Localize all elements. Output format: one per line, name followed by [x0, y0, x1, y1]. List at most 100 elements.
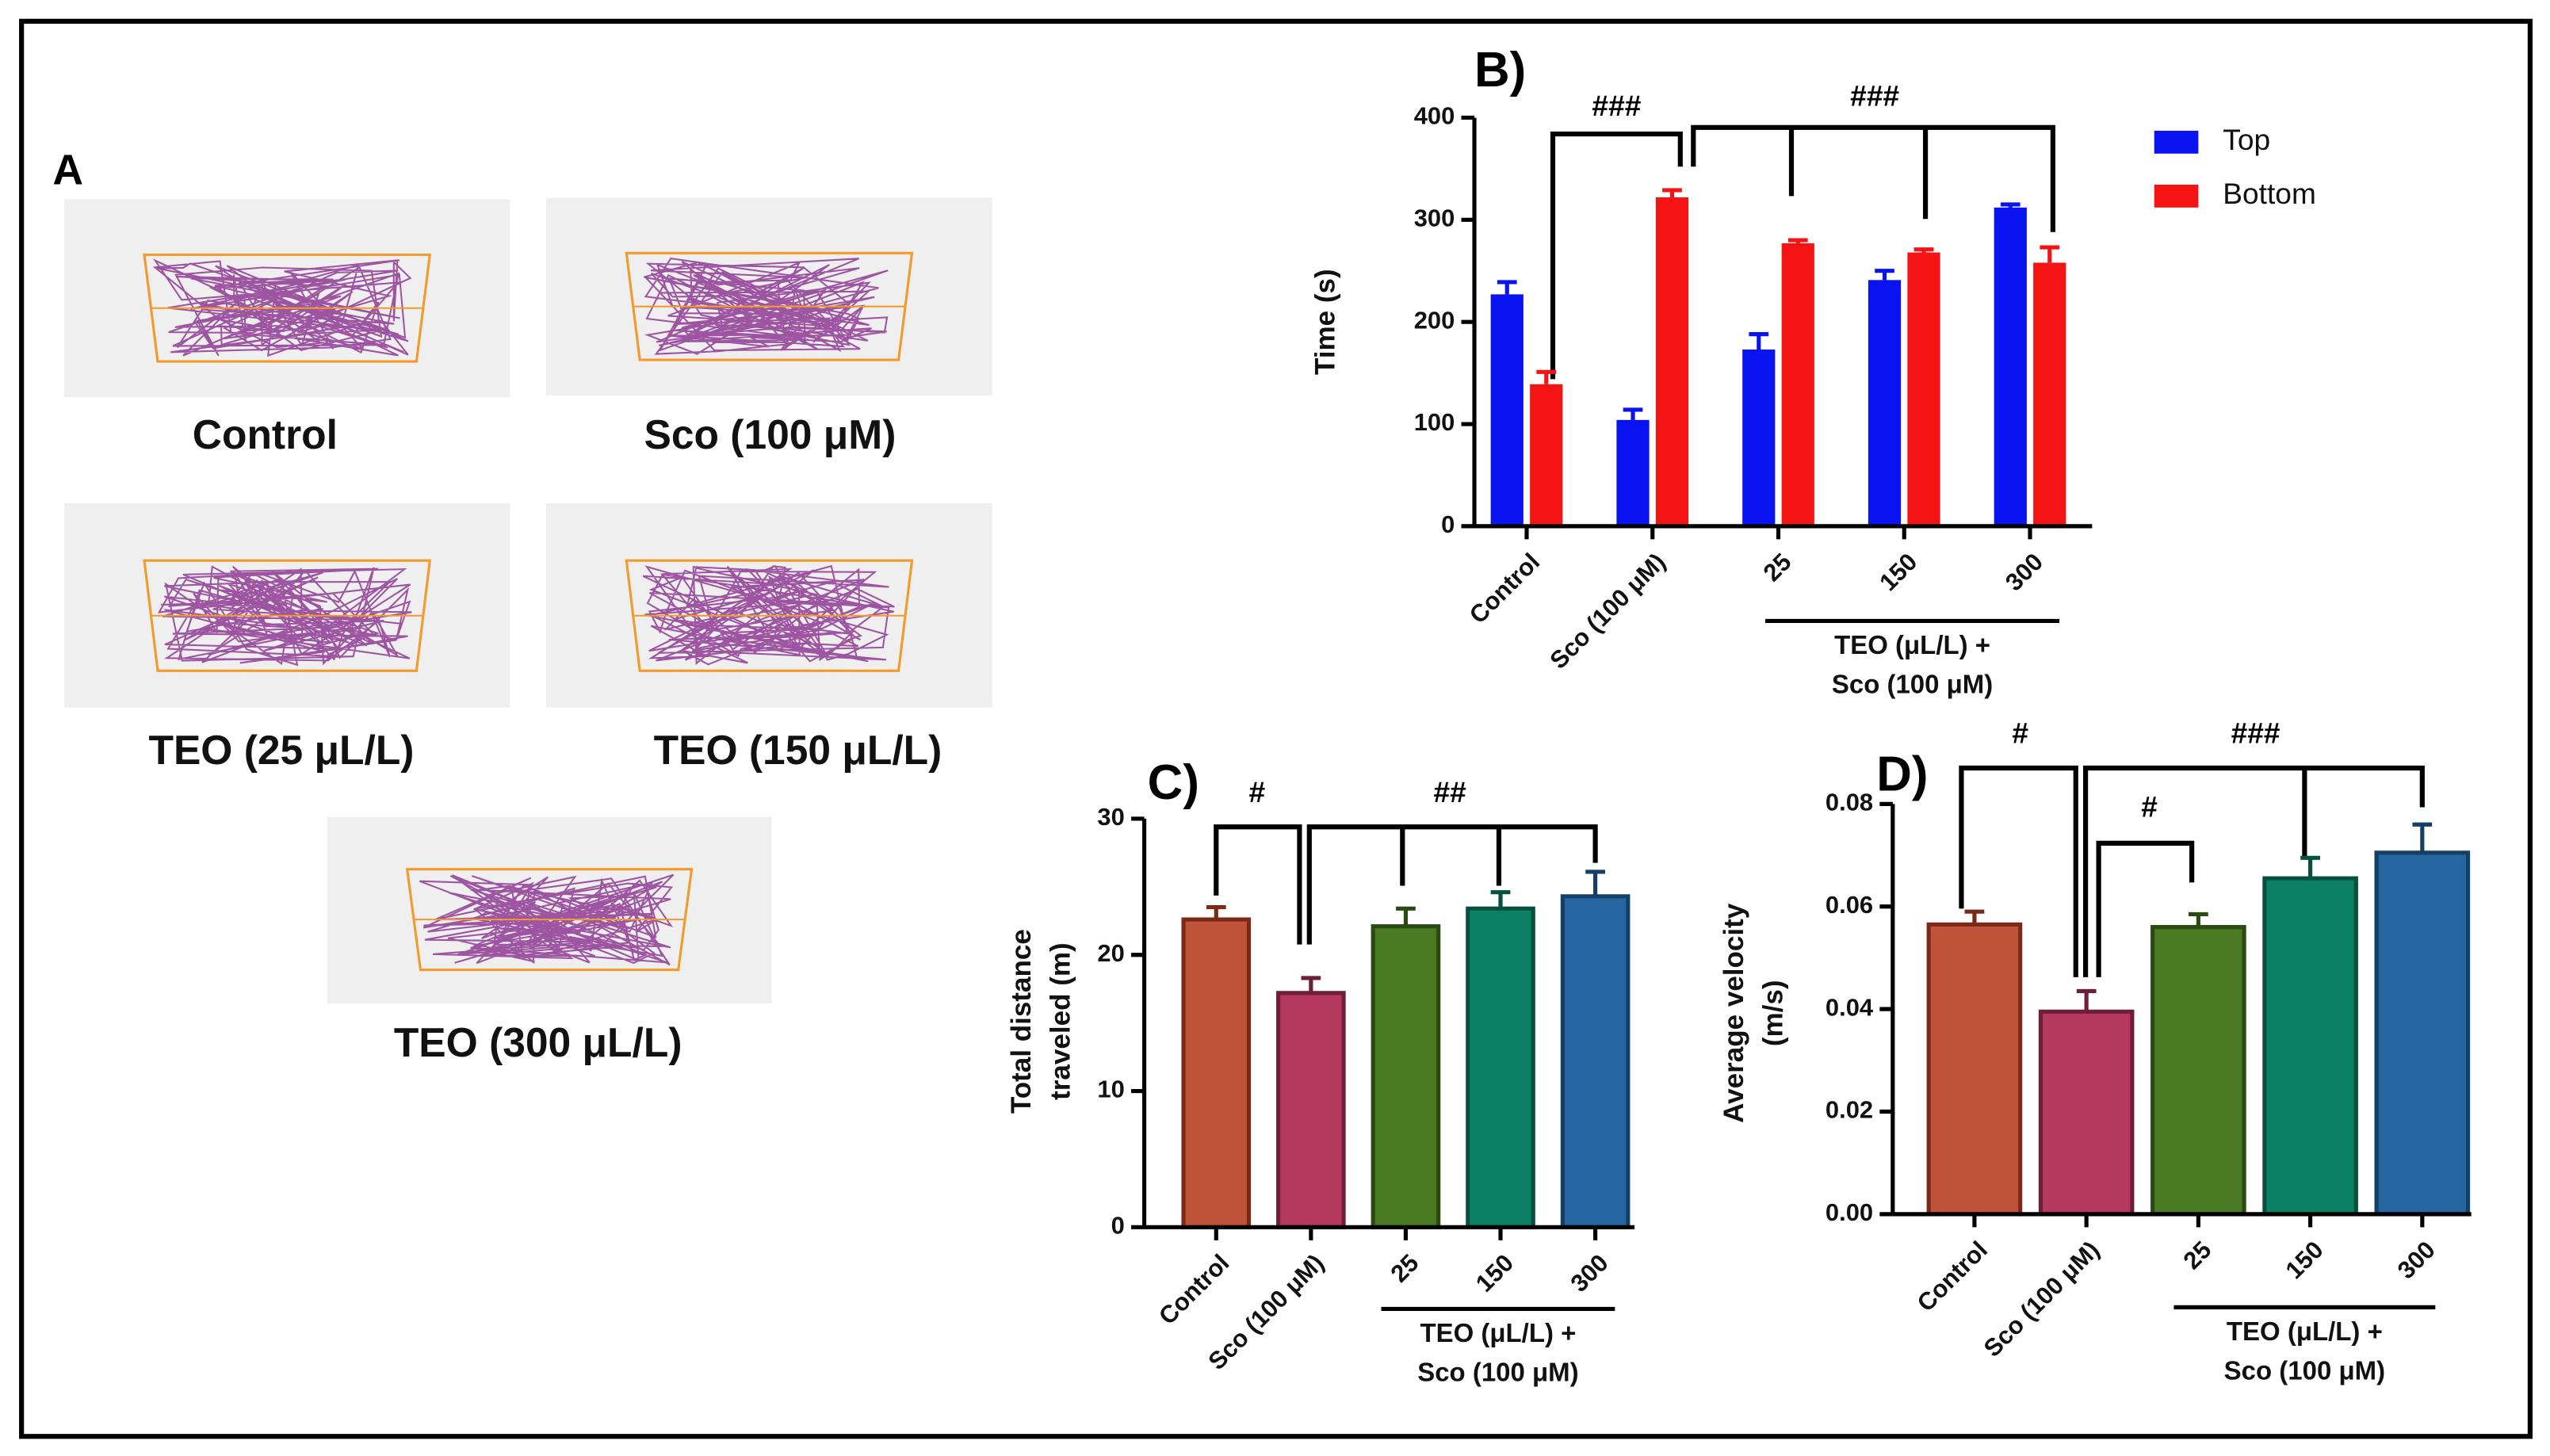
group-label: Sco (100 μM)	[2224, 1356, 2385, 1385]
bracket	[2096, 840, 2195, 977]
bar	[1926, 922, 2023, 1217]
bar	[2374, 850, 2471, 1217]
bracket	[1959, 765, 2078, 977]
bar	[1276, 991, 1346, 1229]
bar	[1530, 384, 1563, 526]
bar	[1466, 906, 1535, 1229]
y-tick-label: 10	[1097, 1076, 1124, 1103]
bar	[2150, 925, 2246, 1217]
y-tick-label: 400	[1414, 102, 1455, 130]
y-tick-label: 0	[1111, 1212, 1125, 1240]
caption: TEO (25 μL/L)	[148, 727, 414, 773]
caption: Control	[193, 411, 338, 457]
annotation: #	[2141, 789, 2158, 823]
y-tick-label: 300	[1414, 204, 1455, 231]
error-bar	[1536, 369, 1557, 384]
annotation: #	[2012, 717, 2028, 750]
group-label: TEO (μL/L) +	[1834, 630, 1990, 659]
bar	[1994, 207, 2027, 526]
bar	[1781, 243, 1814, 526]
error-bar	[2300, 855, 2320, 879]
y-tick-label: 100	[1414, 408, 1455, 436]
y-tick-label: 0.08	[1826, 789, 1873, 816]
chart-title: B)	[1474, 43, 1526, 97]
bar	[1655, 197, 1689, 526]
y-axis-label: (m/s)	[1758, 980, 1789, 1046]
legend-label: Top	[2223, 123, 2270, 156]
error-bar	[1749, 332, 1769, 350]
error-bar	[1206, 905, 1226, 920]
group-label: Sco (100 μM)	[1417, 1358, 1578, 1387]
y-axis-label: Time (s)	[1310, 269, 1341, 375]
error-bar	[1875, 269, 1894, 281]
y-tick-label: 30	[1097, 803, 1124, 831]
track	[643, 258, 889, 355]
bracket	[1691, 124, 2055, 232]
y-tick-label: 0.00	[1826, 1198, 1873, 1226]
caption: Sco (100 μM)	[644, 411, 896, 457]
bar	[1616, 419, 1650, 526]
bracket	[2083, 765, 2425, 977]
track-image	[63, 199, 510, 397]
group-label: Sco (100 μM)	[1832, 670, 1993, 699]
bracket	[1550, 131, 1683, 380]
annotation: #	[1249, 775, 1266, 808]
error-bar	[2189, 911, 2208, 927]
error-bar	[1787, 238, 1808, 243]
arena	[625, 251, 914, 361]
error-bar	[1662, 188, 1682, 197]
y-tick-label: 0.04	[1826, 993, 1874, 1021]
annotation: ##	[1433, 775, 1466, 808]
y-tick-label: 200	[1414, 306, 1455, 334]
bar	[1907, 252, 1940, 526]
bracket	[1214, 824, 1302, 945]
caption: TEO (300 μL/L)	[394, 1019, 682, 1065]
error-bar	[2076, 988, 2097, 1012]
legend-swatch	[2154, 184, 2199, 208]
error-bar	[2000, 202, 2021, 208]
error-bar	[2040, 245, 2060, 263]
bar	[1742, 349, 1776, 526]
bar	[1490, 294, 1524, 526]
bar	[2038, 1009, 2135, 1217]
error-bar	[1964, 909, 1985, 925]
chart-title: C)	[1148, 755, 1199, 810]
track	[642, 564, 895, 666]
error-bar	[2412, 822, 2433, 853]
annotation: ###	[1850, 79, 1899, 113]
legend-swatch	[2154, 130, 2199, 154]
bar	[1181, 917, 1252, 1229]
y-tick-label: 20	[1097, 939, 1124, 967]
chart-title: D)	[1876, 747, 1928, 802]
caption: TEO (150 μL/L)	[654, 727, 942, 773]
y-axis-label: Average velocity	[1718, 903, 1749, 1123]
arena	[625, 559, 914, 672]
y-tick-label: 0	[1441, 510, 1455, 538]
error-bar	[1623, 407, 1643, 420]
y-axis-label: traveled (m)	[1046, 942, 1076, 1100]
panel-label: A	[52, 147, 83, 194]
error-bar	[1301, 976, 1321, 993]
arena	[405, 868, 694, 972]
bar	[1868, 280, 1902, 526]
bar	[2033, 262, 2066, 526]
error-bar	[1497, 280, 1517, 295]
error-bar	[1396, 906, 1416, 927]
annotation: ###	[1592, 89, 1641, 122]
y-tick-label: 0.02	[1826, 1096, 1873, 1124]
error-bar	[1585, 869, 1605, 896]
legend-label: Bottom	[2223, 177, 2316, 210]
bar	[1371, 924, 1441, 1229]
bracket	[1306, 824, 1598, 945]
error-bar	[1913, 247, 1934, 253]
y-axis-label: Total distance	[1006, 929, 1037, 1114]
bar	[2262, 876, 2358, 1217]
error-bar	[1490, 890, 1511, 909]
annotation: ###	[2231, 717, 2280, 750]
track	[419, 873, 675, 966]
bar	[1560, 894, 1631, 1229]
y-tick-label: 0.06	[1826, 891, 1873, 919]
group-label: TEO (μL/L) +	[1420, 1318, 1576, 1347]
arena	[143, 253, 432, 363]
